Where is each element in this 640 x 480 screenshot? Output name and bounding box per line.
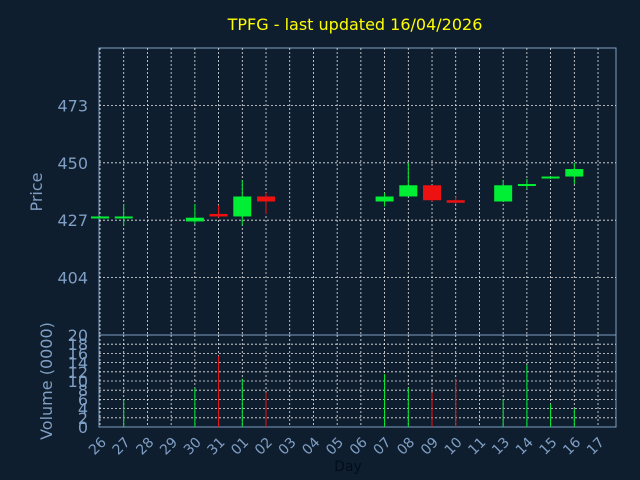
day-tick-label: 29 <box>157 435 181 459</box>
volume-tick-label: 16 <box>68 344 88 363</box>
day-tick-label: 09 <box>418 435 442 459</box>
day-x-ticks: 26 27 28 29 30 31 01 02 03 04 05 06 07 08 09 10 11 13 14 15… <box>86 435 608 459</box>
price-tick-label: 404 <box>57 269 88 288</box>
day-tick-label: 14 <box>513 435 537 459</box>
volume-axis-label: Volume (0000) <box>37 322 56 440</box>
volume-tick-label: 4 <box>78 400 88 419</box>
day-tick-label: 13 <box>489 435 513 459</box>
candle-body <box>185 217 204 222</box>
candle-body <box>517 184 536 187</box>
candle-body <box>494 185 513 202</box>
price-tick-label: 473 <box>57 96 88 115</box>
day-tick-label: 26 <box>86 435 110 459</box>
candle-body <box>423 185 442 201</box>
day-tick-label: 11 <box>465 435 489 459</box>
candles <box>91 162 584 226</box>
day-tick-label: 30 <box>181 435 205 459</box>
volume-tick-label: 2 <box>78 409 88 428</box>
day-tick-label: 05 <box>323 435 347 459</box>
day-tick-label: 03 <box>276 435 300 459</box>
candle-body <box>209 213 228 217</box>
day-tick-label: 31 <box>205 435 229 459</box>
volume-tick-label: 20 <box>68 326 88 345</box>
day-tick-label: 01 <box>228 435 252 459</box>
price-vertical-grid <box>99 48 599 335</box>
candle-body <box>257 196 276 202</box>
volume-tick-label: 14 <box>68 354 88 373</box>
candle-body <box>565 169 584 177</box>
candle-body <box>233 196 252 217</box>
volume-horizontal-grid <box>99 343 616 419</box>
day-tick-label: 02 <box>252 435 276 459</box>
candle-body <box>375 196 394 202</box>
volume-tick-label: 8 <box>78 381 88 400</box>
volume-tick-label: 18 <box>68 335 88 354</box>
volume-tick-label: 12 <box>68 363 88 382</box>
day-tick-label: 10 <box>442 435 466 459</box>
candle-body <box>114 216 133 219</box>
day-tick-label: 28 <box>133 435 157 459</box>
day-tick-label: 04 <box>299 435 323 459</box>
day-tick-label: 06 <box>347 435 371 459</box>
volume-bars <box>123 355 575 427</box>
price-tick-label: 450 <box>57 154 88 173</box>
day-tick-label: 15 <box>537 435 561 459</box>
candle-body <box>446 200 465 203</box>
candle-body <box>541 176 560 179</box>
price-axis-label: Price <box>27 172 46 211</box>
day-axis-label: Day <box>334 459 362 475</box>
candle-body <box>91 216 109 219</box>
day-tick-label: 08 <box>394 435 418 459</box>
volume-tick-label: 6 <box>78 390 88 409</box>
price-y-ticks: 404 427 450 473 <box>57 96 88 287</box>
candle-body <box>399 185 418 197</box>
volume-tick-label: 0 <box>78 418 88 437</box>
day-tick-label: 07 <box>371 435 395 459</box>
price-panel: 404 427 450 473 Price <box>27 47 617 336</box>
day-tick-label: 17 <box>584 435 608 459</box>
day-tick-label: 16 <box>560 435 584 459</box>
price-plot-frame <box>98 47 617 336</box>
price-tick-label: 427 <box>57 211 88 230</box>
volume-tick-label: 10 <box>68 372 88 391</box>
price-horizontal-grid <box>99 105 616 279</box>
chart-title: TPFG - last updated 16/04/2026 <box>227 15 483 34</box>
day-tick-label: 27 <box>110 435 134 459</box>
